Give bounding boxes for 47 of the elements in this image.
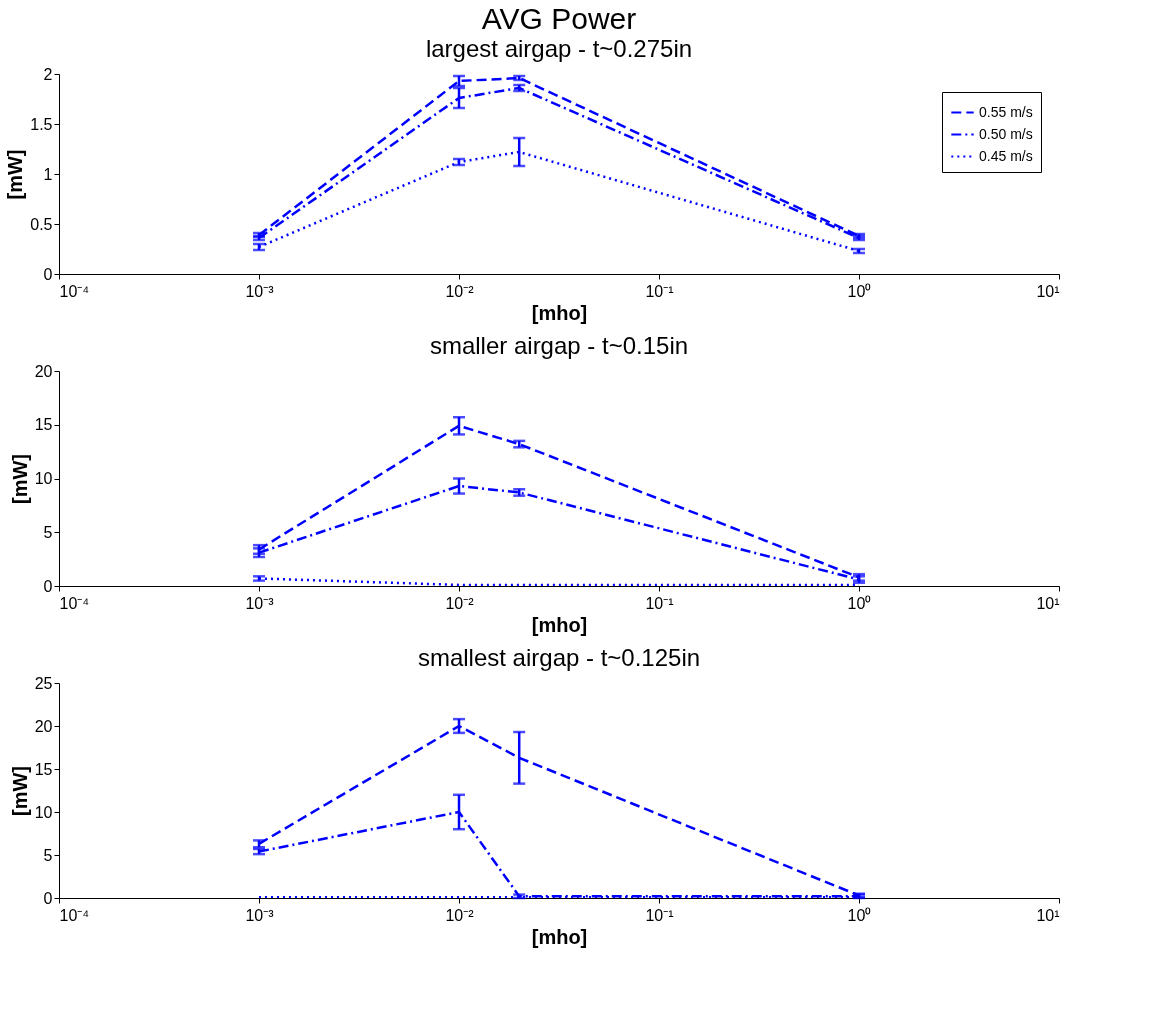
x-tick-label: 10⁰ bbox=[847, 282, 872, 300]
chart-title: smaller airgap - t~0.15in bbox=[429, 332, 689, 359]
y-tick-label: 5 bbox=[43, 523, 53, 541]
x-tick-label: 10⁻³ bbox=[245, 282, 275, 300]
y-tick-label: 2 bbox=[43, 65, 53, 83]
y-tick-label: 1 bbox=[43, 165, 53, 183]
y-tick-label: 1.5 bbox=[30, 115, 53, 133]
y-tick-label: 0 bbox=[43, 577, 53, 595]
x-tick-label: 10⁻¹ bbox=[645, 282, 674, 300]
x-tick-label: 10⁻⁴ bbox=[59, 906, 90, 924]
x-tick-label: 10⁻¹ bbox=[645, 906, 674, 924]
legend-label: 0.50 m/s bbox=[979, 125, 1033, 142]
x-tick-label: 10¹ bbox=[1036, 594, 1060, 612]
chart-title: AVG Power bbox=[481, 2, 637, 35]
x-tick-label: 10⁻⁴ bbox=[59, 282, 90, 300]
chart-subtitle: largest airgap - t~0.275in bbox=[425, 35, 693, 62]
y-tick-label: 20 bbox=[34, 362, 53, 380]
x-tick-label: 10⁻² bbox=[445, 594, 475, 612]
y-axis-title: [mW] bbox=[8, 766, 31, 816]
y-tick-label: 25 bbox=[34, 674, 53, 692]
y-tick-label: 0 bbox=[43, 889, 53, 907]
x-tick-label: 10⁰ bbox=[847, 594, 872, 612]
x-axis-title: [mho] bbox=[531, 925, 588, 948]
y-tick-label: 20 bbox=[34, 717, 53, 735]
x-tick-label: 10⁰ bbox=[847, 906, 872, 924]
x-tick-label: 10⁻¹ bbox=[645, 594, 674, 612]
y-axis-title: [mW] bbox=[8, 454, 31, 504]
chart-title: smallest airgap - t~0.125in bbox=[417, 644, 701, 671]
y-axis-title: [mW] bbox=[4, 149, 27, 200]
y-tick-label: 0 bbox=[43, 265, 53, 283]
x-tick-label: 10⁻² bbox=[445, 282, 475, 300]
y-tick-label: 5 bbox=[43, 846, 53, 864]
y-tick-label: 15 bbox=[34, 416, 53, 434]
y-tick-label: 15 bbox=[34, 760, 53, 778]
x-axis-title: [mho] bbox=[531, 301, 588, 324]
x-tick-label: 10⁻³ bbox=[245, 906, 275, 924]
x-tick-label: 10⁻⁴ bbox=[59, 594, 90, 612]
y-tick-label: 10 bbox=[34, 470, 53, 487]
legend-label: 0.55 m/s bbox=[979, 103, 1033, 120]
y-tick-label: 10 bbox=[34, 803, 53, 821]
legend-label: 0.45 m/s bbox=[979, 147, 1033, 164]
x-tick-label: 10⁻² bbox=[445, 906, 475, 924]
x-tick-label: 10¹ bbox=[1036, 906, 1060, 924]
y-tick-label: 0.5 bbox=[30, 215, 53, 233]
x-tick-label: 10⁻³ bbox=[245, 594, 275, 612]
x-tick-label: 10¹ bbox=[1036, 282, 1060, 300]
x-axis-title: [mho] bbox=[531, 613, 588, 636]
